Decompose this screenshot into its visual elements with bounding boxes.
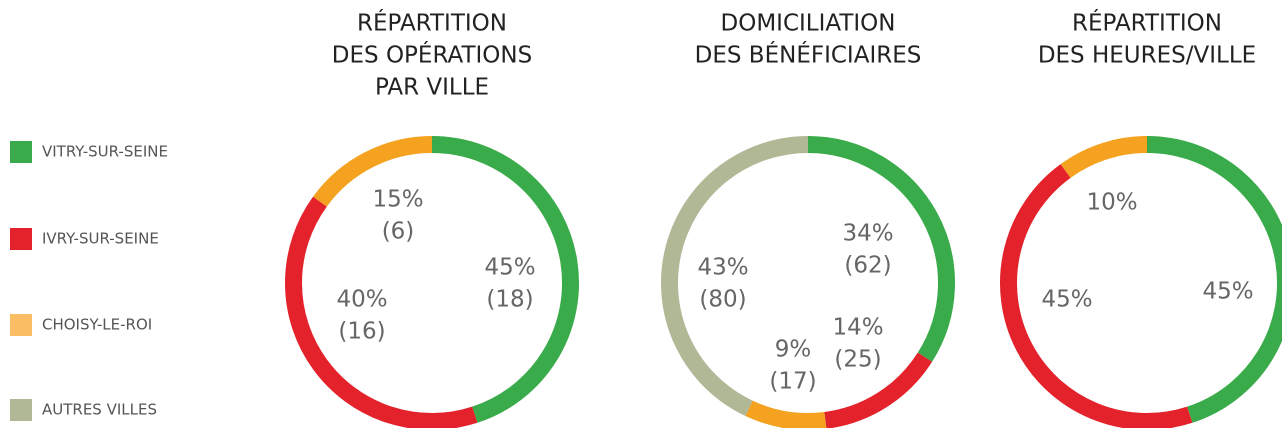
value-label: 43% xyxy=(697,255,748,281)
chart-title: DES BÉNÉFICIAIRES xyxy=(695,41,922,69)
value-label: 40% xyxy=(336,287,387,313)
donut-segment xyxy=(1060,136,1148,178)
legend-label: CHOISY-LE-ROI xyxy=(42,316,152,334)
legend-label: AUTRES VILLES xyxy=(42,401,157,419)
donut-segment xyxy=(661,136,809,417)
chart-title: DOMICILIATION xyxy=(721,11,896,37)
donut-segment xyxy=(807,136,955,362)
value-label: 45% xyxy=(1041,287,1092,313)
value-label: 15% xyxy=(372,187,423,213)
chart-title: DES HEURES/VILLE xyxy=(1038,43,1256,69)
donut-segment xyxy=(313,136,433,207)
donut-segment xyxy=(285,196,478,428)
legend-swatch xyxy=(10,399,32,421)
value-label: 34% xyxy=(842,221,893,247)
count-label: (16) xyxy=(338,319,385,345)
count-label: (62) xyxy=(844,253,891,279)
legend-label: IVRY-SUR-SEINE xyxy=(42,230,159,248)
donut-segment xyxy=(1000,164,1193,428)
legend-swatch xyxy=(10,228,32,250)
chart-title: DES OPÉRATIONS xyxy=(332,41,532,69)
value-label: 9% xyxy=(775,337,812,363)
donut-segment xyxy=(824,352,933,428)
legend-label: VITRY-SUR-SEINE xyxy=(42,143,168,161)
donut-segment xyxy=(1146,136,1282,423)
chart-title: RÉPARTITION xyxy=(357,9,507,37)
count-label: (17) xyxy=(769,369,816,395)
value-label: 45% xyxy=(484,255,535,281)
count-label: (18) xyxy=(486,287,533,313)
count-label: (6) xyxy=(382,219,415,245)
value-label: 10% xyxy=(1086,190,1137,216)
chart-title: PAR VILLE xyxy=(375,75,489,101)
legend-swatch xyxy=(10,141,32,163)
value-label: 14% xyxy=(832,315,883,341)
chart-title: RÉPARTITION xyxy=(1072,9,1222,37)
value-label: 45% xyxy=(1202,279,1253,305)
donut-segment xyxy=(745,400,827,428)
count-label: (80) xyxy=(699,287,746,313)
donut-segment xyxy=(431,136,579,423)
legend-swatch xyxy=(10,314,32,336)
count-label: (25) xyxy=(834,347,881,373)
